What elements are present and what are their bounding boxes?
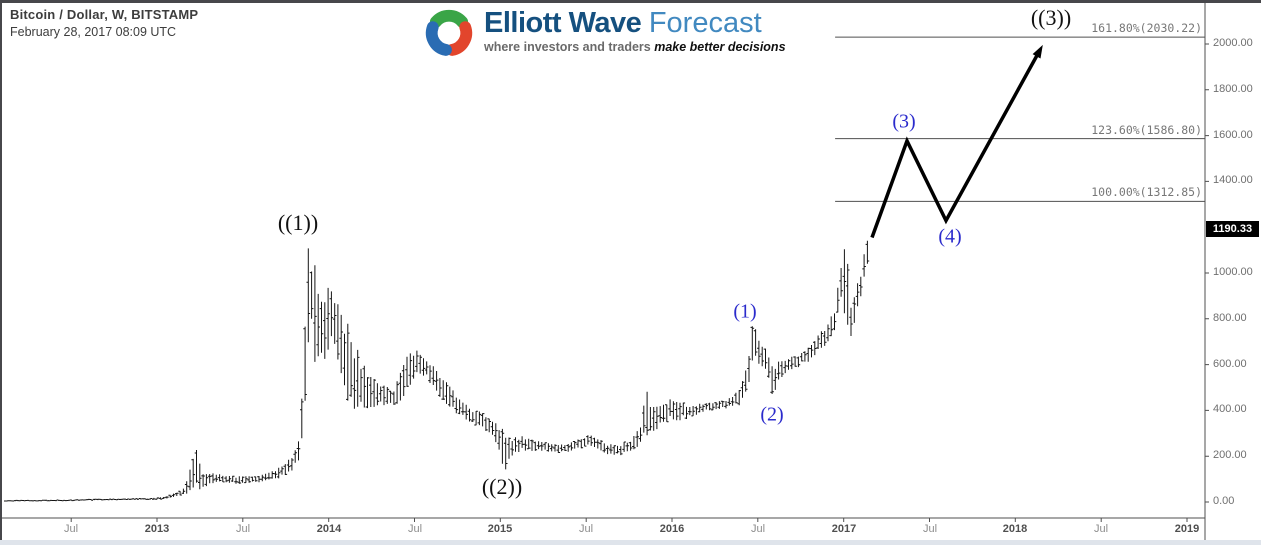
wave-label: (4) <box>938 225 962 248</box>
wave-label: ((1)) <box>277 210 319 235</box>
price-axis-label: 2000.00 <box>1213 37 1253 49</box>
time-axis-label: 2014 <box>316 523 342 535</box>
price-bars <box>5 240 868 502</box>
last-price-badge: 1190.33 <box>1206 221 1259 237</box>
axis-tick-marks <box>70 43 1209 522</box>
time-axis-label: Jul <box>578 523 594 535</box>
fib-level-label: 100.00%(1312.85) <box>1091 185 1202 199</box>
brand-logo-swirl-icon <box>425 9 473 56</box>
time-axis-label: Jul <box>407 523 423 535</box>
time-axis-label: Jul <box>63 523 79 535</box>
price-axis-label: 200.00 <box>1213 449 1247 461</box>
wave-label: (1) <box>733 300 757 323</box>
window-bottom-strip <box>0 540 1261 545</box>
chart-datetime: February 28, 2017 08:09 UTC <box>10 25 177 39</box>
fib-level-label: 161.80%(2030.22) <box>1091 21 1202 35</box>
wave-label: ((2)) <box>481 474 523 499</box>
chart-header: Bitcoin / Dollar, W, BITSTAMP February 2… <box>10 7 198 39</box>
time-axis-label: Jul <box>922 523 938 535</box>
price-bar-ticks <box>4 243 870 502</box>
brand-tagline-gray: where investors and traders <box>484 40 651 54</box>
time-axis-label: 2013 <box>144 523 170 535</box>
wave-label: ((3)) <box>1030 5 1072 30</box>
time-axis-label: Jul <box>750 523 766 535</box>
brand-logo-text: Elliott Wave Forecast where investors an… <box>484 4 786 54</box>
price-axis-label: 1800.00 <box>1213 83 1253 95</box>
window-border-left <box>0 0 2 541</box>
symbol-title: Bitcoin / Dollar, W, BITSTAMP <box>10 7 199 22</box>
projection-arrowhead-icon <box>1032 44 1043 59</box>
price-axis-label: 0.00 <box>1213 495 1235 507</box>
brand-name-light: Forecast <box>648 7 762 39</box>
time-axis-label: 2017 <box>831 523 857 535</box>
time-axis-label: 2019 <box>1174 523 1200 535</box>
time-axis-label: Jul <box>235 523 251 535</box>
elliott-wave-projection-line <box>870 53 1040 239</box>
time-axis-label: 2018 <box>1002 523 1028 535</box>
price-axis-label: 600.00 <box>1213 358 1247 370</box>
price-axis-label: 1400.00 <box>1213 174 1253 186</box>
time-axis-label: 2016 <box>659 523 685 535</box>
fib-level-label: 123.60%(1586.80) <box>1091 123 1202 137</box>
price-axis-label: 400.00 <box>1213 403 1247 415</box>
price-axis-label: 1600.00 <box>1213 129 1253 141</box>
wave-label: (2) <box>760 403 784 426</box>
brand-logo: Elliott Wave Forecast where investors an… <box>420 4 786 62</box>
window-border-top <box>0 0 1261 3</box>
price-axis-label: 1000.00 <box>1213 266 1253 278</box>
time-axis-label: Jul <box>1093 523 1109 535</box>
wave-label: (3) <box>892 110 916 133</box>
brand-tagline-black: make better decisions <box>654 40 786 54</box>
price-axis-label: 800.00 <box>1213 312 1247 324</box>
time-axis-label: 2015 <box>487 523 513 535</box>
brand-name-bold: Elliott Wave <box>484 7 642 39</box>
